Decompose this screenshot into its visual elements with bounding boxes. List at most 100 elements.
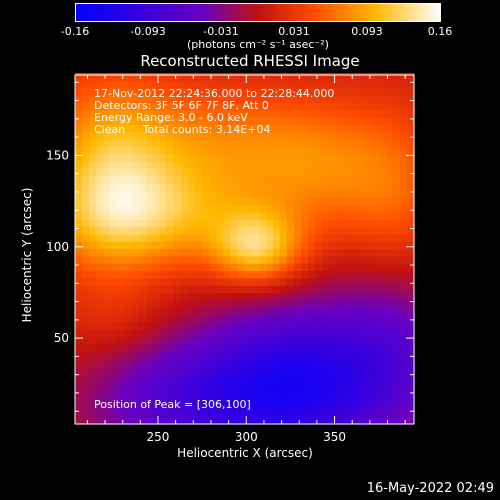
heatmap-cell [251,343,260,352]
heatmap-cell [265,365,274,374]
heatmap-cell [251,212,260,220]
heatmap-cell [371,138,380,147]
heatmap-cell [223,307,231,315]
heatmap-cell [75,190,83,199]
heatmap-cell [89,241,97,250]
heatmap-cell [357,255,366,264]
heatmap-cell [385,292,394,301]
heatmap-cell [110,168,118,177]
heatmap-cell [350,241,359,250]
heatmap-cell [82,277,90,286]
heatmap-cell [188,175,196,184]
heatmap-cell [180,409,189,418]
heatmap-cell [336,372,344,381]
heatmap-cell [251,365,260,374]
heatmap-cell [308,387,316,396]
heatmap-cell [385,190,394,199]
heatmap-cell [195,182,203,191]
heatmap-cell [286,394,295,403]
heatmap-cell [110,380,118,389]
heatmap-cell [173,336,182,345]
heatmap-cell [202,394,210,403]
heatmap-cell [166,409,175,418]
heatmap-cell [371,233,380,242]
heatmap-cell [159,168,168,177]
heatmap-cell [202,380,210,389]
heatmap-cell [343,285,352,294]
heatmap-cell [371,343,380,352]
heatmap-cell [378,197,387,206]
heatmap-cell [336,204,344,213]
heatmap-cell [357,336,366,345]
heatmap-cell [378,212,387,220]
heatmap-cell [364,212,373,220]
heatmap-cell [406,233,415,242]
heatmap-cell [82,321,90,330]
heatmap-cell [272,365,281,374]
heatmap-cell [110,394,118,403]
heatmap-cell [145,292,154,301]
heatmap-cell [138,380,147,389]
heatmap-cell [159,394,168,403]
heatmap-cell [138,190,147,199]
heatmap-cell [202,343,210,352]
heatmap-cell [378,168,387,177]
heatmap-cell [110,73,118,82]
heatmap-cell [293,307,302,315]
heatmap-cell [237,255,246,264]
heatmap-cell [152,146,161,155]
heatmap-cell [272,255,281,264]
heatmap-cell [166,117,175,125]
heatmap-cell [279,160,288,169]
heatmap-cell [96,117,104,125]
y-tick-label: 150 [46,148,69,162]
heatmap-cell [188,343,196,352]
heatmap-cell [230,109,239,118]
heatmap-cell [308,168,316,177]
heatmap-cell [244,299,253,308]
heatmap-cell [216,219,224,228]
heatmap-cell [131,285,140,294]
heatmap-cell [230,314,239,323]
heatmap-cell [103,321,111,330]
heatmap-cell [265,380,274,389]
heatmap-cell [82,226,90,235]
heatmap-cell [350,117,359,125]
heatmap-cell [138,109,147,118]
heatmap-cell [180,233,189,242]
heatmap-cell [188,168,196,177]
heatmap-cell [364,270,373,279]
heatmap-cell [173,190,182,199]
heatmap-cell [350,87,359,96]
heatmap-cell [145,182,154,191]
heatmap-cell [293,365,302,374]
heatmap-cell [173,160,182,169]
heatmap-cell [166,292,175,301]
heatmap-cell [145,146,154,155]
heatmap-cell [166,73,175,82]
heatmap-cell [392,299,401,308]
heatmap-cell [272,131,281,140]
x-tick-label: 350 [323,430,346,444]
heatmap-cell [272,277,281,286]
heatmap-cell [357,314,366,323]
heatmap-cell [258,175,267,184]
heatmap-cell [286,160,295,169]
heatmap-cell [315,380,323,389]
heatmap-cell [89,80,97,89]
heatmap-cell [152,270,161,279]
heatmap-cell [322,416,330,425]
heatmap-cell [315,87,323,96]
heatmap-cell [336,219,344,228]
heatmap-cell [89,219,97,228]
heatmap-cell [188,409,196,418]
heatmap-cell [293,241,302,250]
heatmap-cell [216,204,224,213]
heatmap-cell [322,394,330,403]
heatmap-cell [209,212,217,220]
heatmap-cell [202,168,210,177]
heatmap-cell [145,175,154,184]
heatmap-cell [75,226,83,235]
heatmap-cell [357,380,366,389]
heatmap-cell [103,372,111,381]
